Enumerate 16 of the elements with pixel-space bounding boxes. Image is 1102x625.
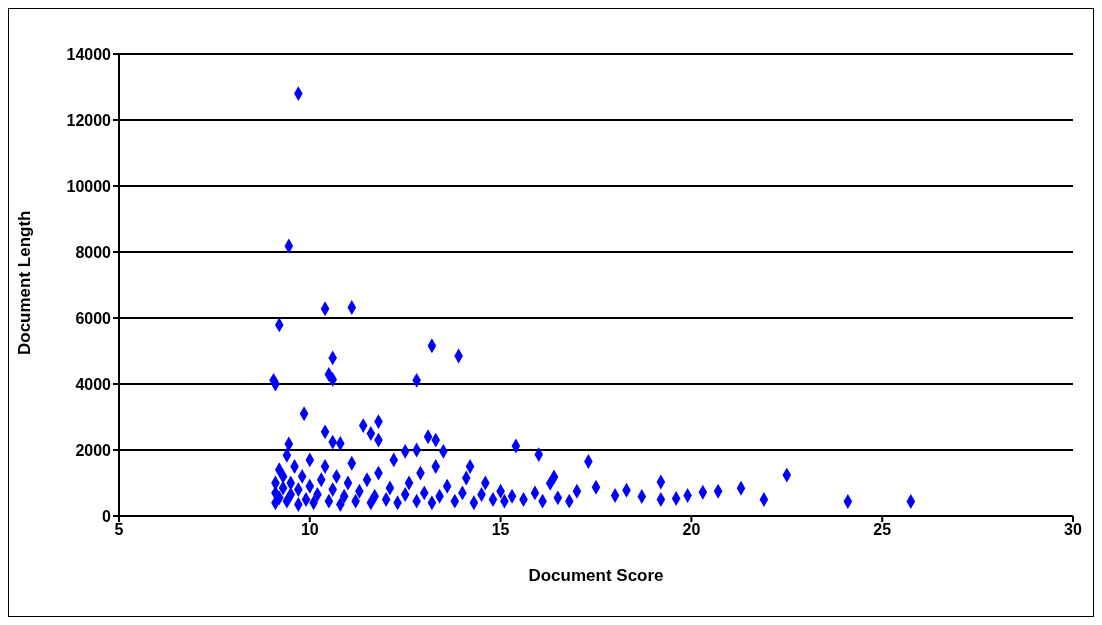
x-tick-label: 20	[682, 521, 701, 539]
y-tick-label: 12000	[66, 111, 112, 129]
x-tick-label: 5	[114, 521, 124, 539]
y-tick-label: 14000	[66, 45, 112, 63]
x-tick-label: 10	[300, 521, 319, 539]
x-tick-label: 30	[1064, 521, 1082, 539]
x-tick-label: 25	[873, 521, 892, 539]
x-tick-label: 15	[491, 521, 510, 539]
y-tick-label: 4000	[75, 375, 112, 393]
y-axis-title: Document Length	[15, 210, 35, 355]
y-tick-label: 2000	[75, 441, 112, 459]
y-tick-label: 10000	[66, 177, 112, 195]
y-tick-label: 8000	[75, 243, 112, 261]
y-tick-label: 6000	[75, 309, 112, 327]
x-axis-title: Document Score	[528, 566, 664, 585]
y-tick-label: 0	[102, 507, 112, 525]
